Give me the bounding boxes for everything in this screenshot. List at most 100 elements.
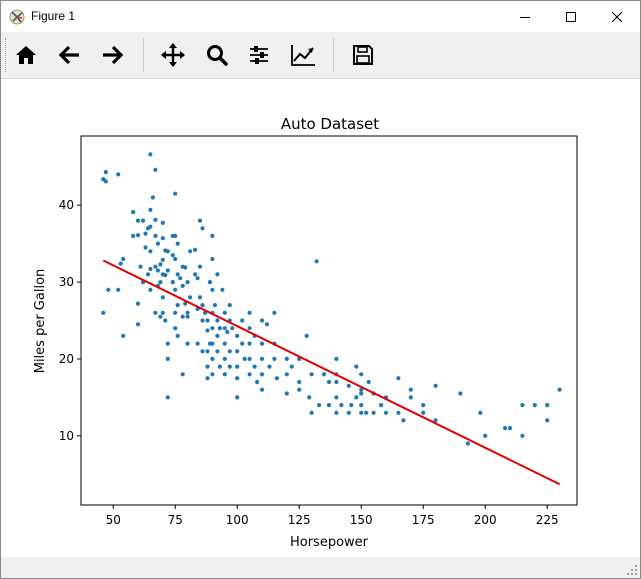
data-point bbox=[520, 403, 525, 408]
data-point bbox=[160, 236, 165, 241]
maximize-button[interactable] bbox=[548, 1, 594, 32]
data-point bbox=[160, 257, 165, 262]
data-point bbox=[217, 364, 222, 369]
data-point bbox=[220, 287, 225, 292]
data-point bbox=[433, 418, 438, 423]
data-point bbox=[193, 272, 198, 277]
data-point bbox=[101, 310, 106, 315]
data-point bbox=[170, 253, 175, 258]
data-point bbox=[116, 172, 121, 177]
figure-canvas[interactable]: Auto Dataset 50 75 100 125 150 175 200 225 10 20… bbox=[1, 79, 640, 557]
data-point bbox=[478, 410, 483, 415]
zoom-button[interactable] bbox=[200, 38, 234, 72]
data-point bbox=[274, 376, 279, 381]
data-point bbox=[106, 287, 111, 292]
data-point bbox=[557, 387, 562, 392]
minimize-icon bbox=[520, 16, 530, 18]
back-button[interactable] bbox=[53, 38, 87, 72]
data-point bbox=[180, 314, 185, 319]
axes-frame bbox=[80, 135, 578, 506]
data-point bbox=[143, 245, 148, 250]
home-button[interactable] bbox=[9, 38, 43, 72]
data-point bbox=[173, 310, 178, 315]
move-icon bbox=[161, 43, 185, 67]
data-point bbox=[247, 372, 252, 377]
data-point bbox=[205, 376, 210, 381]
data-point bbox=[200, 318, 205, 323]
data-point bbox=[205, 349, 210, 354]
data-point bbox=[185, 310, 190, 315]
data-point bbox=[272, 310, 277, 315]
data-point bbox=[215, 272, 220, 277]
data-point bbox=[284, 356, 289, 361]
data-point bbox=[148, 249, 153, 254]
y-axis-ticks: 10 20 30 40 bbox=[59, 198, 81, 443]
data-point bbox=[421, 410, 426, 415]
pan-button[interactable] bbox=[156, 38, 190, 72]
data-point bbox=[183, 301, 188, 306]
data-point bbox=[334, 379, 339, 385]
data-point bbox=[297, 387, 302, 392]
save-button[interactable] bbox=[346, 38, 380, 72]
matplotlib-figure-icon bbox=[9, 9, 25, 25]
data-point bbox=[210, 287, 215, 292]
data-point bbox=[158, 314, 163, 319]
data-point bbox=[396, 376, 401, 381]
data-point bbox=[163, 273, 168, 278]
data-point bbox=[359, 387, 364, 392]
data-point bbox=[252, 364, 257, 369]
data-point bbox=[175, 333, 180, 338]
home-icon bbox=[16, 46, 36, 64]
x-tick-label: 225 bbox=[536, 513, 559, 527]
data-point bbox=[532, 403, 537, 408]
data-point bbox=[165, 341, 170, 346]
data-point bbox=[346, 383, 351, 388]
configure-subplots-button[interactable] bbox=[242, 38, 276, 72]
data-point bbox=[163, 318, 168, 323]
data-point bbox=[173, 287, 178, 292]
data-point bbox=[227, 303, 232, 308]
x-tick-label: 125 bbox=[288, 513, 311, 527]
data-point bbox=[304, 333, 309, 338]
data-point bbox=[153, 167, 158, 172]
data-point bbox=[173, 191, 178, 196]
data-point bbox=[135, 233, 141, 238]
data-point bbox=[349, 403, 354, 408]
scatter-plot[interactable]: Auto Dataset 50 75 100 125 150 175 200 225 10 20… bbox=[1, 79, 640, 557]
forward-button[interactable] bbox=[95, 38, 129, 72]
data-point bbox=[307, 395, 312, 400]
toolbar-grip[interactable] bbox=[5, 38, 8, 72]
data-point bbox=[222, 372, 227, 377]
data-point bbox=[150, 195, 155, 200]
data-point bbox=[153, 217, 158, 222]
data-point bbox=[173, 233, 178, 238]
data-point bbox=[103, 170, 108, 175]
data-point bbox=[247, 341, 252, 346]
data-point bbox=[165, 395, 170, 400]
data-point bbox=[148, 207, 153, 212]
data-point bbox=[259, 318, 265, 323]
status-bar bbox=[1, 557, 640, 578]
window-title: Figure 1 bbox=[31, 9, 76, 23]
data-point bbox=[185, 280, 190, 285]
data-point bbox=[145, 272, 151, 277]
close-button[interactable] bbox=[594, 1, 640, 32]
data-point bbox=[103, 179, 108, 184]
data-point bbox=[188, 249, 193, 254]
minimize-button[interactable] bbox=[502, 1, 548, 32]
data-point bbox=[242, 356, 247, 361]
data-point bbox=[158, 262, 163, 267]
resize-grip-icon[interactable] bbox=[626, 564, 638, 576]
title-bar[interactable]: Figure 1 bbox=[1, 1, 640, 32]
data-point bbox=[178, 276, 183, 281]
data-point bbox=[545, 403, 550, 408]
data-point bbox=[165, 356, 170, 361]
data-point bbox=[175, 303, 180, 308]
data-point bbox=[170, 280, 175, 285]
y-tick-label: 40 bbox=[59, 198, 74, 212]
edit-axis-button[interactable] bbox=[286, 38, 320, 72]
data-point bbox=[334, 395, 339, 400]
y-axis-label: Miles per Gallon bbox=[33, 269, 48, 374]
data-point bbox=[155, 241, 160, 246]
data-point bbox=[314, 259, 319, 264]
